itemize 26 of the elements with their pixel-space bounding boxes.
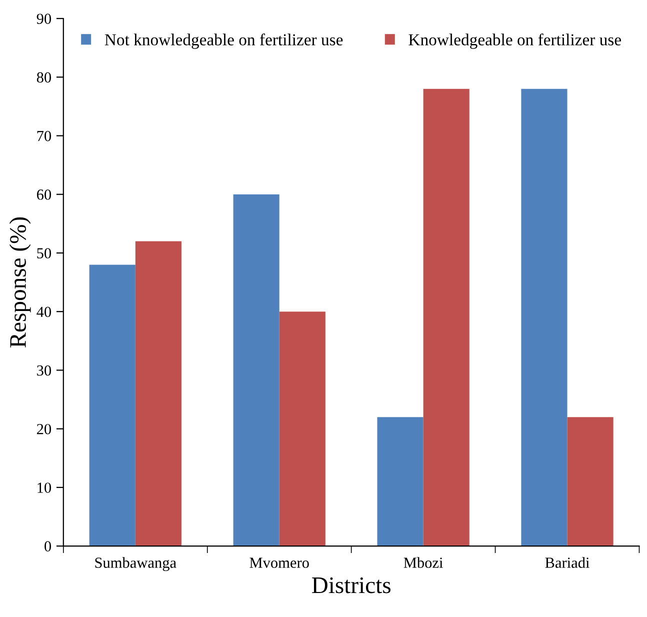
y-tick-label: 50 bbox=[37, 248, 52, 258]
bar bbox=[567, 417, 614, 546]
y-axis-title: Response (%) bbox=[9, 217, 31, 348]
bar bbox=[89, 264, 136, 546]
y-tick-label: 10 bbox=[38, 482, 52, 493]
y-tick-label: 80 bbox=[36, 72, 52, 83]
y-tick-label: 30 bbox=[37, 365, 52, 376]
x-tick-label: Mvomero bbox=[250, 558, 309, 568]
y-tick-label: 70 bbox=[37, 130, 52, 142]
legend-label: Knowledgeable on fertilizer use bbox=[408, 34, 621, 49]
x-tick-label: Sumbawanga bbox=[95, 557, 176, 572]
bar bbox=[135, 241, 182, 546]
bar bbox=[233, 194, 280, 546]
legend-label: Not knowledgeable on fertilizer use bbox=[104, 34, 343, 49]
y-tick-label: 20 bbox=[36, 424, 52, 434]
bar bbox=[377, 417, 424, 546]
bar bbox=[521, 88, 568, 546]
y-tick-label: 0 bbox=[44, 541, 52, 552]
y-tick-label: 60 bbox=[36, 189, 52, 200]
y-tick-label: 90 bbox=[36, 14, 52, 24]
y-tick-label: 40 bbox=[36, 306, 52, 318]
x-axis-title: Districts bbox=[312, 577, 390, 594]
bar bbox=[423, 88, 470, 546]
x-tick-label: Bariadi bbox=[545, 557, 590, 568]
x-tick-label: Mbozi bbox=[404, 557, 443, 568]
bar bbox=[279, 312, 326, 546]
